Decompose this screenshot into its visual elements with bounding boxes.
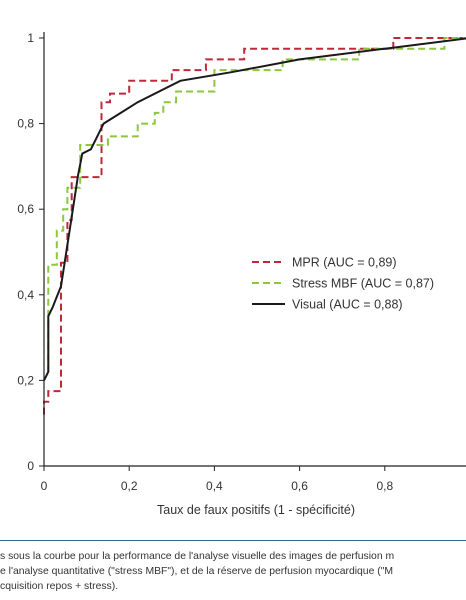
axes	[43, 32, 466, 467]
caption-line-1: s sous la courbe pour la performance de …	[0, 551, 395, 562]
caption-line-2: e l'analyse quantitative ("stress MBF"),…	[0, 566, 394, 577]
y-tick-label: 1	[27, 31, 34, 45]
ticks: 0 0,2 0,4 0,6 0,8 1 0 0,2 0,4 0,6 0,8	[17, 31, 393, 493]
x-tick-label: 0	[41, 479, 48, 493]
roc-chart: 0 0,2 0,4 0,6 0,8 1 0 0,2 0,4 0,6 0,8 Taux de faux…	[17, 31, 466, 517]
series-line-2	[47, 37, 466, 372]
x-tick-label: 0,6	[291, 479, 308, 493]
legend-label-3: Visual (AUC = 0,88)	[292, 298, 403, 312]
legend-label-2: Stress MBF (AUC = 0,87)	[292, 277, 434, 291]
y-tick-label: 0,4	[17, 288, 34, 302]
x-tick-label: 0,4	[206, 479, 223, 493]
y-tick-label: 0	[27, 459, 34, 473]
figure-caption: s sous la courbe pour la performance de …	[0, 549, 466, 594]
legend: MPR (AUC = 0,89) Stress MBF (AUC = 0,87) V…	[252, 256, 434, 312]
legend-label-1: MPR (AUC = 0,89)	[292, 256, 397, 270]
caption-divider	[0, 540, 466, 541]
x-tick-label: 0,2	[121, 479, 138, 493]
y-tick-label: 0,6	[17, 202, 34, 216]
plot-area	[43, 37, 466, 415]
caption-line-3: cquisition repos + stress).	[0, 581, 119, 592]
x-tick-label: 0,8	[376, 479, 393, 493]
y-tick-label: 0,2	[17, 373, 34, 387]
y-tick-label: 0,8	[17, 117, 34, 131]
x-axis-title: Taux de faux positifs (1 - spécificité)	[157, 503, 355, 517]
series-line-1	[43, 37, 466, 415]
series-line-3	[43, 37, 466, 381]
